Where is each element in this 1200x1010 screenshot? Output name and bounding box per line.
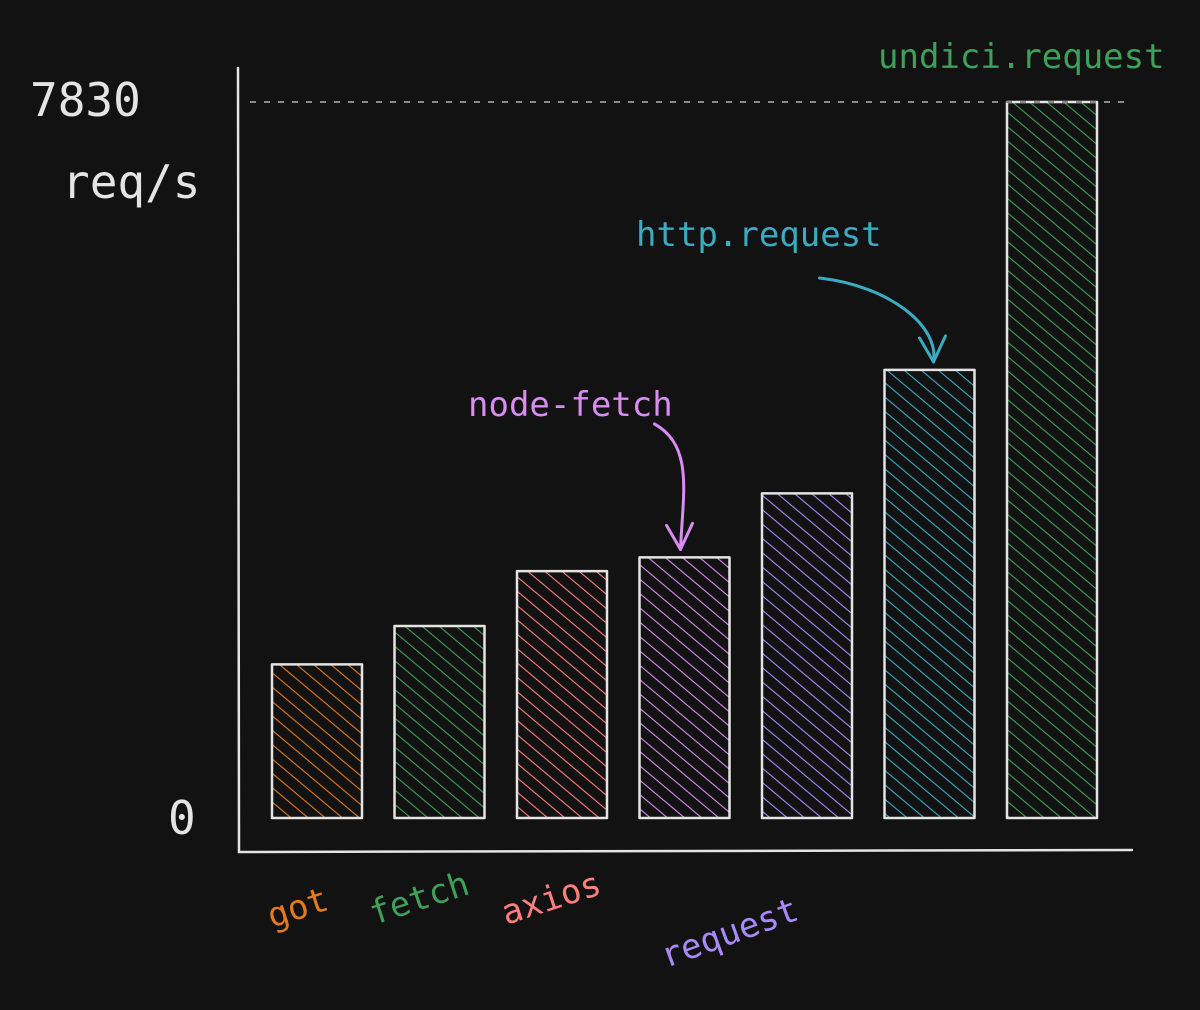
bar-axios xyxy=(515,569,609,820)
axes-layer xyxy=(236,66,1134,854)
bar-request xyxy=(760,492,854,820)
bar-outline xyxy=(393,624,486,820)
labels-layer: 7830 0 req/s got fetch axios request node-fetch… xyxy=(30,37,1165,976)
category-label-axios: axios xyxy=(496,864,606,934)
y-tick-label-7830: 7830 xyxy=(30,73,141,127)
bar-http-request xyxy=(883,368,976,820)
callout-label-node-fetch: node-fetch xyxy=(468,385,673,425)
bar-fill xyxy=(394,625,485,818)
bar-outline xyxy=(638,556,731,820)
callout-arrowhead-http-request xyxy=(918,334,947,364)
bar-got xyxy=(270,663,364,820)
bar-undici-request xyxy=(1005,100,1099,820)
axes xyxy=(236,66,1134,854)
bar-node-fetch xyxy=(638,556,731,820)
y-axis-unit-label: req/s xyxy=(62,155,200,209)
bar-outline xyxy=(515,569,609,820)
bar-outline xyxy=(270,663,364,820)
callout-arrow-node-fetch xyxy=(653,422,686,551)
bars-layer xyxy=(270,100,1099,820)
bar-fill xyxy=(517,571,607,818)
callout-label-undici-request: undici.request xyxy=(878,37,1165,77)
bar-fill xyxy=(272,664,362,818)
bar-outline xyxy=(760,492,854,820)
callout-label-http-request: http.request xyxy=(636,215,882,255)
y-tick-label-0: 0 xyxy=(168,791,196,845)
bar-fill xyxy=(1007,102,1097,818)
bar-outline xyxy=(883,368,976,820)
bar-fill xyxy=(762,493,852,818)
category-label-got: got xyxy=(262,880,333,937)
callout-arrow-http-request xyxy=(818,276,936,364)
callout-arrowhead-node-fetch xyxy=(665,521,694,551)
category-label-fetch: fetch xyxy=(364,864,474,934)
category-label-request: request xyxy=(655,890,803,977)
bar-fetch xyxy=(393,624,486,820)
bar-fill xyxy=(884,369,975,818)
bar-fill xyxy=(639,557,730,818)
